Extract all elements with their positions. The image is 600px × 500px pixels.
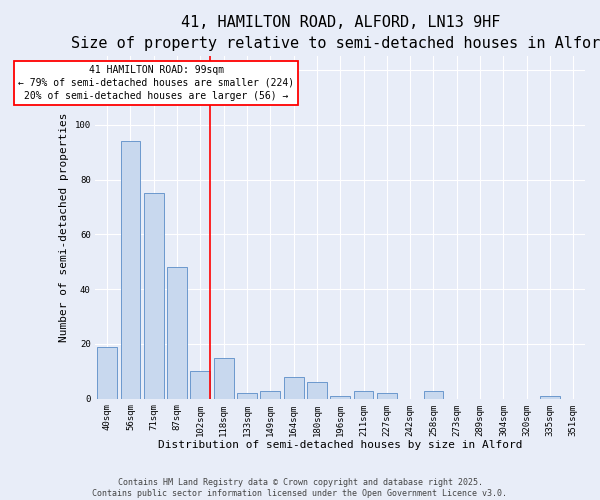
Title: 41, HAMILTON ROAD, ALFORD, LN13 9HF
Size of property relative to semi-detached h: 41, HAMILTON ROAD, ALFORD, LN13 9HF Size… — [71, 15, 600, 51]
Bar — [167, 267, 187, 398]
X-axis label: Distribution of semi-detached houses by size in Alford: Distribution of semi-detached houses by … — [158, 440, 523, 450]
Bar — [424, 390, 443, 398]
Bar — [97, 346, 117, 399]
Bar — [121, 141, 140, 399]
Bar — [331, 396, 350, 398]
Y-axis label: Number of semi-detached properties: Number of semi-detached properties — [59, 113, 69, 342]
Bar — [540, 396, 560, 398]
Text: 41 HAMILTON ROAD: 99sqm
← 79% of semi-detached houses are smaller (224)
20% of s: 41 HAMILTON ROAD: 99sqm ← 79% of semi-de… — [18, 64, 294, 101]
Bar — [214, 358, 233, 399]
Bar — [353, 390, 373, 398]
Bar — [190, 372, 210, 398]
Bar — [284, 377, 304, 398]
Bar — [307, 382, 327, 398]
Text: Contains HM Land Registry data © Crown copyright and database right 2025.
Contai: Contains HM Land Registry data © Crown c… — [92, 478, 508, 498]
Bar — [144, 194, 164, 398]
Bar — [237, 393, 257, 398]
Bar — [377, 393, 397, 398]
Bar — [260, 390, 280, 398]
